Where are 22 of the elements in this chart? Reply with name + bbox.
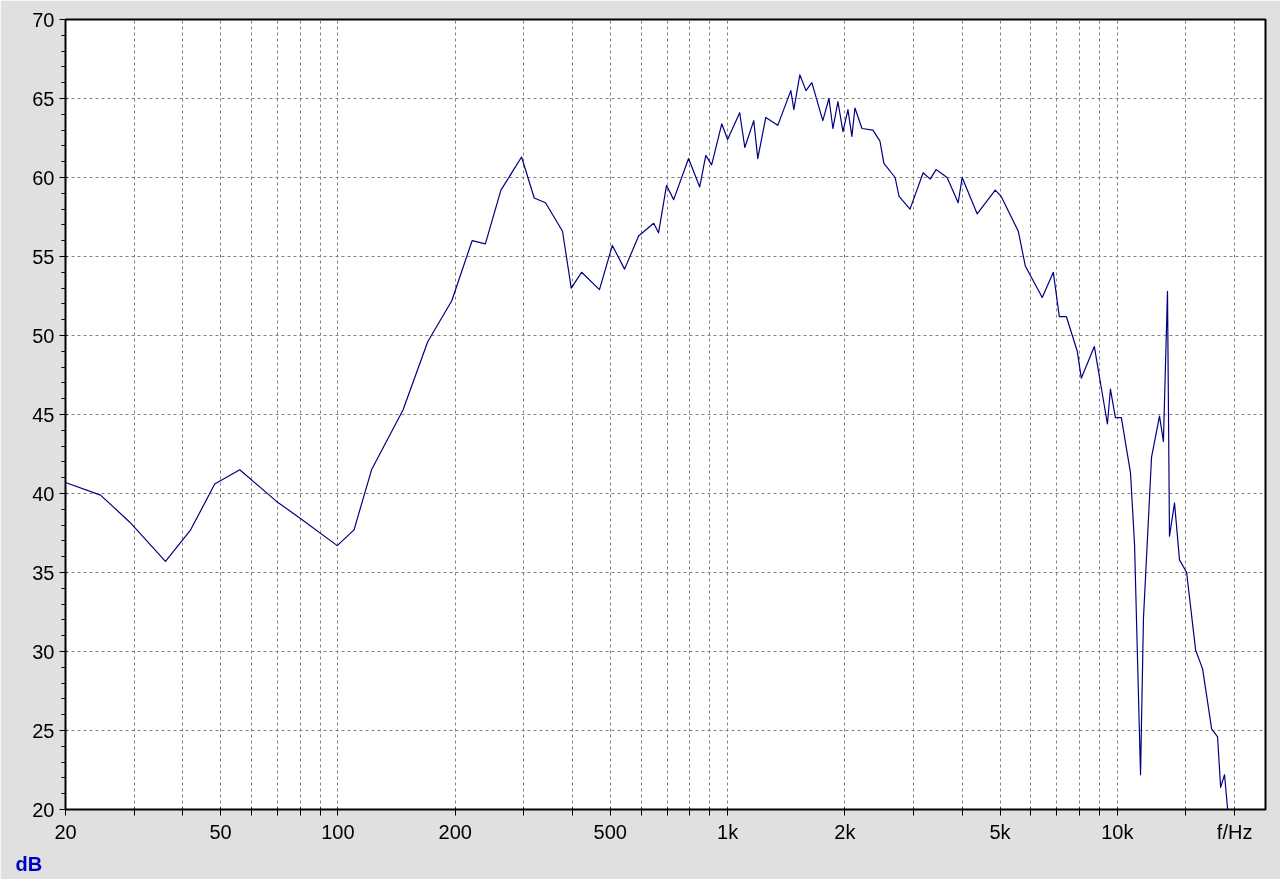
y-tick-label: 40	[32, 482, 55, 505]
y-axis-title: dB	[15, 852, 43, 875]
y-tick-label: 25	[32, 719, 55, 742]
y-tick-label: 20	[32, 798, 55, 821]
y-tick-label: 65	[32, 87, 55, 110]
y-tick-label: 35	[32, 561, 55, 584]
x-tick-label: 1k	[717, 820, 740, 843]
y-tick-label: 55	[32, 245, 55, 268]
x-tick-label: 5k	[989, 820, 1012, 843]
x-tick-label: 10k	[1101, 820, 1135, 843]
y-tick-label: 70	[32, 8, 55, 31]
x-tick-label: 50	[209, 820, 232, 843]
x-tick-label: 200	[438, 820, 472, 843]
y-tick-label: 30	[32, 640, 55, 663]
x-tick-label: 2k	[834, 820, 857, 843]
x-tick-label: 500	[593, 820, 627, 843]
x-tick-label: 20	[54, 820, 77, 843]
y-tick-label: 50	[32, 324, 55, 347]
x-axis-title: f/Hz	[1216, 820, 1253, 843]
y-tick-label: 45	[32, 403, 55, 426]
x-tick-label: 100	[321, 820, 355, 843]
y-tick-label: 60	[32, 166, 55, 189]
